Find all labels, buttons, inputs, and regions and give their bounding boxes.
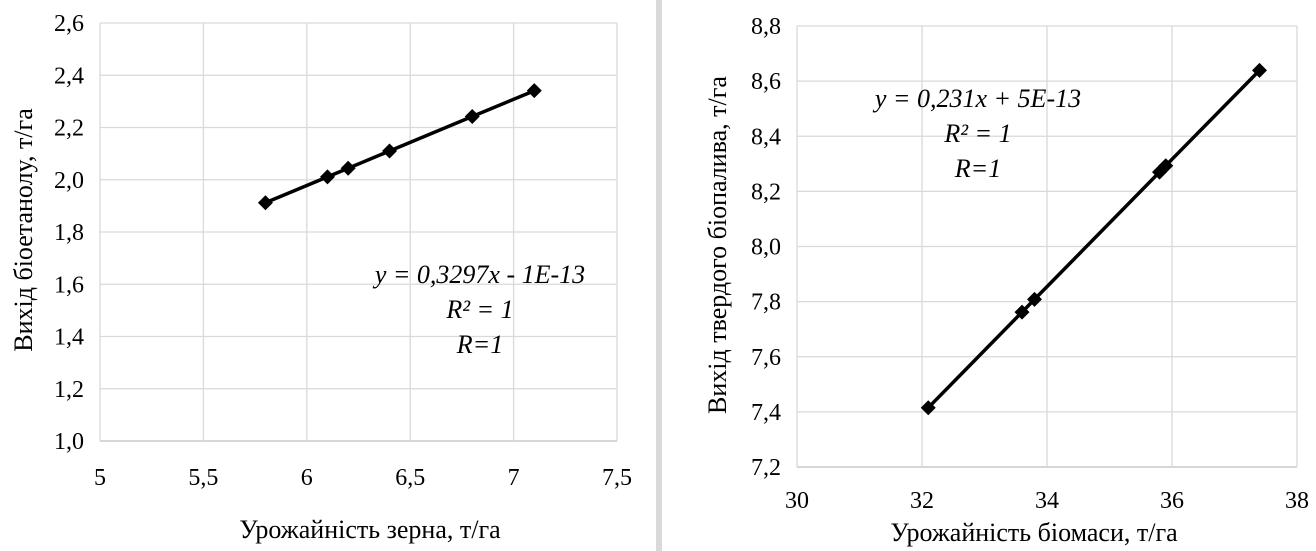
data-point-marker: [340, 160, 356, 176]
x-tick-label: 34: [1035, 488, 1059, 514]
grid-right: [796, 25, 1298, 468]
chart-left-svg: 1,01,21,41,61,82,02,22,42,65 5,5 6 6,5 7 7,5 …: [9, 11, 632, 544]
chart-panel-left: 1,0 1,2 1,4 1,6 1,8 2,0 2,2 2,4 2,6 5 5,5 6 6,5 7 7,5 …: [0, 0, 655, 551]
y-tick-label: 1,6: [54, 272, 84, 298]
equation-left: y = 0,3297x - 1E-13: [372, 260, 585, 289]
data-point-marker: [464, 109, 480, 125]
x-tick-label: 36: [1160, 488, 1184, 514]
equation-right: y = 0,231x + 5E-13: [872, 84, 1081, 113]
y-axis-label-right: Вихід твердого біопалива, т/га: [703, 76, 732, 414]
panel-divider: [656, 0, 662, 551]
x-tick-label: 5: [94, 465, 106, 491]
data-point-marker: [257, 195, 273, 211]
y-tick-label: 2,0: [54, 168, 84, 194]
y-tick-label: 1,2: [54, 377, 84, 403]
y-axis-label-left: Вихід біоетанолу, т/га: [9, 108, 38, 352]
y-tick-label: 8,4: [751, 124, 781, 150]
y-tick-label: 7,2: [751, 455, 781, 481]
data-point-marker: [382, 143, 398, 159]
data-point-marker: [319, 169, 335, 185]
y-tick-label: 1,4: [54, 325, 84, 351]
x-tick-label: 7,5: [602, 465, 632, 491]
x-tick-label: 5,5: [188, 465, 218, 491]
y-tick-label: 8,2: [751, 179, 781, 205]
data-point-marker: [1158, 158, 1174, 174]
x-axis-label-left: Урожайність зерна, т/га: [239, 515, 501, 544]
r-value-right: R=1: [954, 154, 1001, 183]
x-axis-label-right: Урожайність біомаси, т/га: [890, 518, 1178, 547]
y-tick-label: 7,6: [751, 345, 781, 371]
y-tick-label: 1,8: [54, 220, 84, 246]
x-tick-label: 6,5: [395, 465, 425, 491]
series-left: [257, 83, 542, 211]
series-right: [920, 62, 1267, 416]
series-line: [927, 69, 1261, 409]
series-line: [264, 89, 535, 205]
y-tick-label: 2,6: [54, 11, 84, 37]
x-tick-label: 30: [785, 488, 809, 514]
x-tick-label: 38: [1285, 488, 1309, 514]
y-tick-label: 7,8: [751, 290, 781, 316]
y-tick-label: 8,0: [751, 235, 781, 261]
data-point-marker: [1027, 291, 1042, 307]
y-tick-label: 8,8: [751, 14, 781, 40]
r-value-left: R=1: [456, 330, 503, 359]
x-tick-label: 6: [301, 465, 313, 491]
y-tick-label: 2,2: [54, 116, 84, 142]
grid-left: [99, 22, 618, 442]
data-point-marker: [1252, 62, 1267, 78]
ticks-right: 7,2 7,4 7,6 7,8 8,0 8,2 8,4 8,6 8,8 30 32 34 36 38: [751, 14, 1309, 514]
data-point-marker: [526, 83, 542, 99]
y-tick-label: 7,4: [751, 400, 781, 426]
chart-right-svg: 7,2 7,4 7,6 7,8 8,0 8,2 8,4 8,6 8,8 30 32 34 36 38 Ур…: [703, 14, 1309, 547]
y-tick-label: 8,6: [751, 69, 781, 95]
y-tick-label: 2,4: [54, 63, 84, 89]
r-squared-right: R² = 1: [943, 119, 1011, 148]
r-squared-left: R² = 1: [445, 295, 513, 324]
data-point-marker: [1014, 304, 1030, 320]
x-tick-label: 7: [508, 465, 520, 491]
x-tick-label: 32: [910, 488, 934, 514]
chart-panel-right: 7,2 7,4 7,6 7,8 8,0 8,2 8,4 8,6 8,8 30 32 34 36 38 Ур…: [663, 0, 1316, 551]
ticks-left: 1,0 1,2 1,4 1,6 1,8 2,0 2,2 2,4 2,6 5 5,5 6 6,5 7 7,5: [54, 11, 632, 491]
y-tick-label: 1,0: [54, 429, 84, 455]
data-point-marker: [920, 400, 936, 416]
